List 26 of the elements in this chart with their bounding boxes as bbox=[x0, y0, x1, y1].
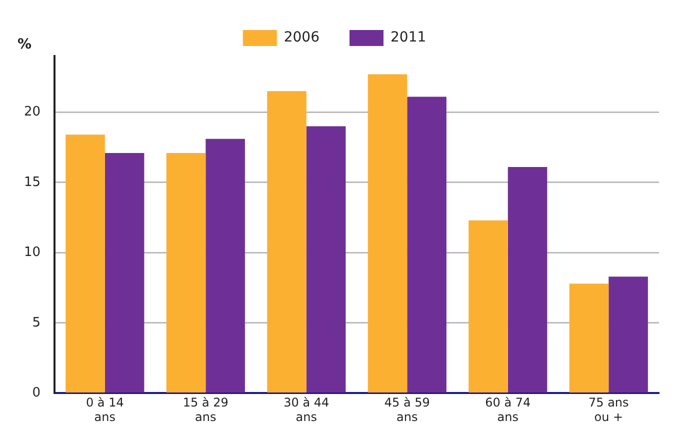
bar bbox=[508, 166, 548, 392]
bar bbox=[267, 91, 306, 392]
bar bbox=[569, 284, 609, 392]
bar bbox=[407, 96, 446, 392]
bar bbox=[66, 134, 105, 392]
bar bbox=[166, 152, 206, 392]
x-tick-label: 15 à 29 ans bbox=[182, 396, 228, 424]
bar bbox=[368, 74, 408, 392]
y-axis-title: % bbox=[18, 36, 32, 53]
x-tick-label: 0 à 14 ans bbox=[86, 396, 124, 424]
y-tick-label: 20 bbox=[24, 104, 41, 120]
x-tick-label: 75 ans ou + bbox=[588, 396, 629, 424]
y-tick-label: 15 bbox=[24, 174, 41, 190]
x-tick-label: 30 à 44 ans bbox=[284, 396, 330, 424]
legend-label: 2006 bbox=[284, 30, 320, 46]
y-tick-label: 5 bbox=[32, 315, 41, 330]
legend-label: 2011 bbox=[390, 30, 426, 46]
y-tick-label: 10 bbox=[24, 245, 41, 260]
x-tick-label: 45 à 59 ans bbox=[384, 396, 430, 424]
bar bbox=[468, 220, 508, 392]
bar bbox=[608, 276, 648, 392]
bar bbox=[306, 126, 346, 392]
y-tick-label: 0 bbox=[32, 386, 41, 401]
bar bbox=[206, 138, 245, 392]
bar bbox=[104, 152, 144, 392]
x-tick-label: 60 à 74 ans bbox=[485, 396, 531, 424]
